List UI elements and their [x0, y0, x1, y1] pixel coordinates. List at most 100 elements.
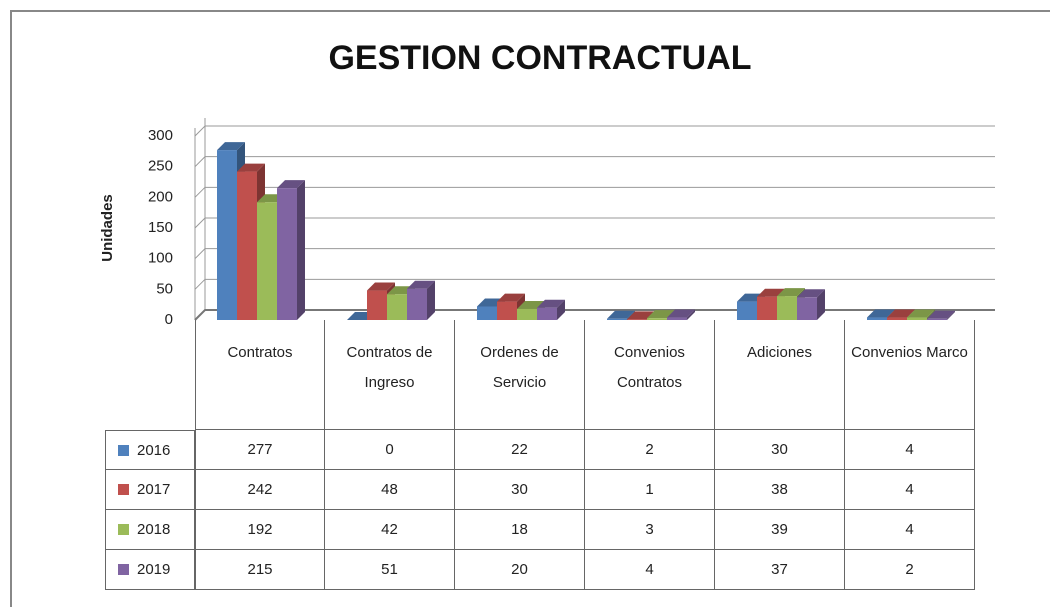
- bar-side: [947, 310, 955, 320]
- y-tick-label: 0: [165, 311, 173, 328]
- table-value: 51: [325, 550, 455, 590]
- bar-top: [667, 309, 695, 318]
- y-tick-label: 50: [156, 280, 173, 297]
- bar-top: [777, 288, 805, 297]
- bar: [737, 301, 757, 320]
- bar-top: [277, 180, 305, 189]
- table-value: 42: [325, 510, 455, 550]
- bar: [667, 317, 687, 320]
- x-tick-label: Adiciones: [715, 320, 845, 430]
- bar: [927, 318, 947, 320]
- bar: [257, 202, 277, 320]
- legend-swatch: [118, 444, 129, 456]
- legend-entry: 2018: [105, 510, 195, 550]
- table-value: 37: [715, 550, 845, 590]
- bar-top: [797, 289, 825, 298]
- table-value: 4: [845, 510, 975, 550]
- bar-top: [607, 310, 635, 319]
- x-tick-label: Convenios Contratos: [585, 320, 715, 430]
- x-tick-label: Ordenes de Servicio: [455, 320, 585, 430]
- bar: [607, 318, 627, 320]
- frame: [10, 10, 1050, 607]
- y-axis-label: Unidades: [99, 194, 116, 262]
- bar: [517, 308, 537, 320]
- table-value: 192: [195, 510, 325, 550]
- table-value: 4: [585, 550, 715, 590]
- table-value: 30: [455, 470, 585, 510]
- x-tick-label: Contratos: [195, 320, 325, 430]
- bar: [217, 150, 237, 320]
- table-value: 4: [845, 430, 975, 470]
- legend-swatch: [118, 524, 129, 535]
- bar: [237, 171, 257, 320]
- bar-top: [217, 142, 245, 151]
- bar: [867, 317, 887, 320]
- legend-label: 2016: [137, 441, 171, 459]
- table-value: 3: [585, 510, 715, 550]
- grid-line: [194, 186, 995, 198]
- table-value: 2: [585, 430, 715, 470]
- bar-top: [537, 299, 565, 308]
- bar: [907, 317, 927, 320]
- legend-entry: 2019: [105, 550, 195, 590]
- legend-swatch: [118, 484, 129, 495]
- bar-side: [687, 309, 695, 320]
- bar: [497, 301, 517, 320]
- table-value: 0: [325, 430, 455, 470]
- grid-line: [194, 156, 995, 168]
- bar: [477, 306, 497, 320]
- legend-swatch: [118, 564, 129, 575]
- grid-line: [194, 248, 995, 260]
- table-value: 22: [455, 430, 585, 470]
- y-tick-label: 200: [148, 188, 173, 205]
- legend-label: 2018: [137, 521, 171, 538]
- table-value: 48: [325, 470, 455, 510]
- legend-label: 2019: [137, 561, 171, 578]
- bar: [387, 294, 407, 320]
- legend-entry: 2016: [105, 430, 195, 470]
- bar-top: [367, 282, 395, 291]
- bar-top: [927, 310, 955, 319]
- table-value: 4: [845, 470, 975, 510]
- bar-top: [407, 280, 435, 289]
- bar-side: [427, 280, 435, 320]
- table-value: 215: [195, 550, 325, 590]
- bar: [757, 296, 777, 320]
- bar: [407, 288, 427, 320]
- bar: [797, 297, 817, 320]
- bar-top: [757, 288, 785, 297]
- legend-entry: 2017: [105, 470, 195, 510]
- table-value: 30: [715, 430, 845, 470]
- bar-top: [497, 293, 525, 302]
- bar: [777, 296, 797, 320]
- bar: [647, 318, 667, 320]
- table-value: 1: [585, 470, 715, 510]
- x-tick-label: Convenios Marco: [845, 320, 975, 430]
- bar: [627, 319, 647, 320]
- table-value: 20: [455, 550, 585, 590]
- grid-line: [194, 309, 995, 321]
- grid-line: [194, 125, 995, 137]
- legend-label: 2017: [137, 481, 171, 498]
- table-value: 38: [715, 470, 845, 510]
- bar-top: [887, 309, 915, 318]
- table-value: 242: [195, 470, 325, 510]
- bar-top: [647, 310, 675, 319]
- bar: [537, 307, 557, 320]
- chart-title: GESTION CONTRACTUAL: [328, 39, 751, 77]
- bar-side: [557, 299, 565, 320]
- grid-line: [194, 217, 995, 229]
- bar-side: [297, 180, 305, 320]
- bar-top: [867, 309, 895, 318]
- y-tick-label: 150: [148, 219, 173, 236]
- table-value: 277: [195, 430, 325, 470]
- bar-side: [817, 289, 825, 320]
- x-tick-label: Contratos de Ingreso: [325, 320, 455, 430]
- table-value: 39: [715, 510, 845, 550]
- bar: [367, 290, 387, 320]
- bar-top: [907, 309, 935, 318]
- table-value: 2: [845, 550, 975, 590]
- bar: [277, 188, 297, 320]
